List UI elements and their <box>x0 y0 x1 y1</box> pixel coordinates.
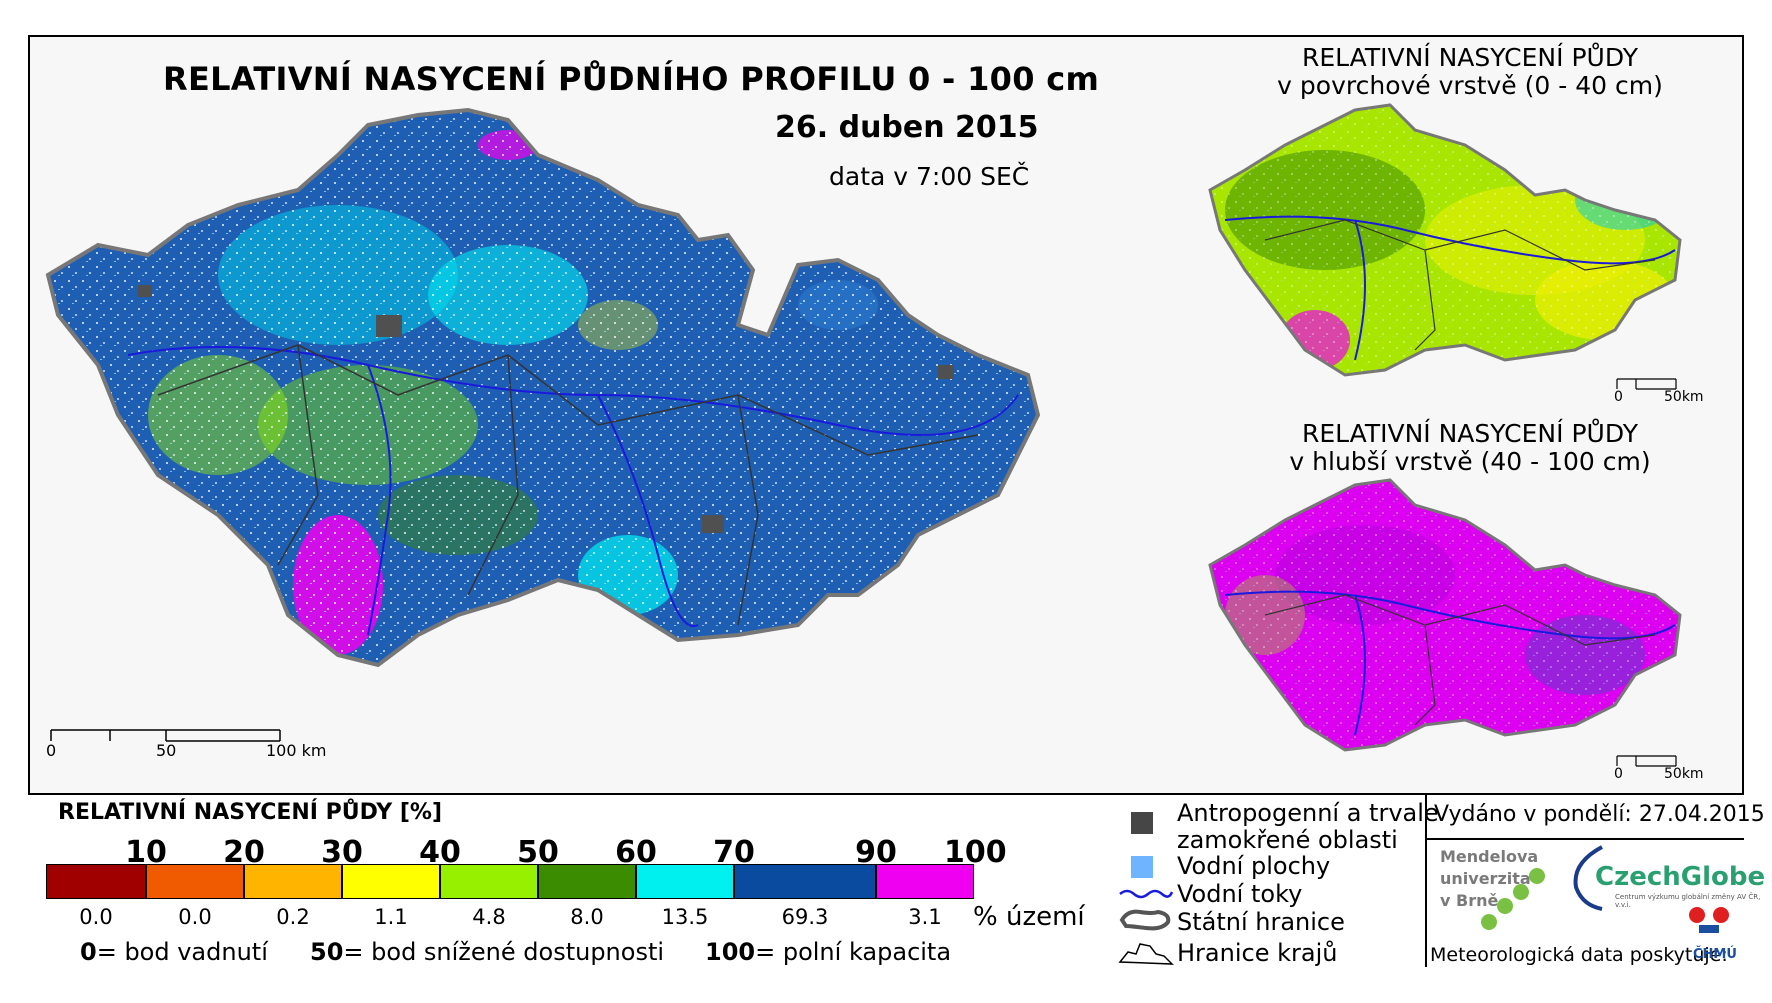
water-body-swatch <box>1131 856 1153 878</box>
water-body-label: Vodní plochy <box>1177 852 1331 880</box>
region-border-label: Hranice krajů <box>1177 939 1338 967</box>
issued-divider <box>1425 838 1744 840</box>
scale-label-100: 100 km <box>266 741 327 760</box>
percent-unit: % území <box>973 902 1085 932</box>
main-map <box>45 107 1041 668</box>
inset-top-title-line1: RELATIVNÍ NASYCENÍ PŮDY <box>1302 43 1638 72</box>
inset-bottom-title-line2: v hlubší vrstvě (40 - 100 cm) <box>1289 447 1651 476</box>
inset-bottom-map <box>1208 478 1682 752</box>
inset-top-scale-0: 0 <box>1614 389 1623 405</box>
chmu-logo-icon <box>1689 907 1729 933</box>
legend-class-swatch <box>440 864 538 899</box>
legend-class-swatch <box>244 864 342 899</box>
inset-bottom-scale-50: 50km <box>1664 766 1704 782</box>
czechglobe-arc-icon <box>1573 845 1603 911</box>
mendel-dots-icon <box>1481 868 1545 930</box>
inset-top-map <box>1208 103 1682 377</box>
inset-bottom-scale-bar <box>1616 755 1677 767</box>
definition-capacity: 100= polní kapacita <box>705 938 952 966</box>
legend-title: RELATIVNÍ NASYCENÍ PŮDY [%] <box>58 800 443 825</box>
main-title: RELATIVNÍ NASYCENÍ PŮDNÍHO PROFILU 0 - 1… <box>163 60 1100 98</box>
scale-label-50: 50 <box>156 741 177 760</box>
definition-reduced: 50= bod snížené dostupnosti <box>310 938 665 966</box>
legend-class-percent: 1.1 <box>374 905 408 929</box>
anthropogenic-label: Antropogenní a trvale zamokřené oblasti <box>1177 799 1439 854</box>
inset-top-title: RELATIVNÍ NASYCENÍ PŮDY v povrchové vrst… <box>1255 44 1685 100</box>
inset-bottom-title-line1: RELATIVNÍ NASYCENÍ PŮDY <box>1302 419 1638 448</box>
legend-class-percent: 0.0 <box>79 905 113 929</box>
legend-class-swatch <box>876 864 974 899</box>
inset-top-scale-bar <box>1616 378 1677 390</box>
definition-wilting: 0= bod vadnutí <box>80 938 268 966</box>
legend-class-percent: 69.3 <box>781 905 829 929</box>
scale-label-0: 0 <box>46 741 57 760</box>
legend-class-swatch <box>146 864 244 899</box>
czechglobe-logo: CzechGlobe <box>1595 862 1766 892</box>
river-line-icon <box>1119 889 1174 899</box>
main-scale-bar <box>50 729 281 742</box>
state-border-icon <box>1119 909 1171 931</box>
legend-class-swatch <box>538 864 636 899</box>
czechglobe-subtitle: Centrum výzkumu globální změny AV ČR, v.… <box>1615 893 1761 909</box>
inset-bottom-scale-0: 0 <box>1614 766 1623 782</box>
legend-class-percent: 0.2 <box>276 905 310 929</box>
chmu-label: ČHMÚ <box>1693 947 1737 962</box>
legend-class-percent: 3.1 <box>908 905 942 929</box>
region-border-icon <box>1118 943 1174 965</box>
legend-divider <box>1425 793 1427 967</box>
issued-date: Vydáno v pondělí: 27.04.2015 <box>1434 802 1765 827</box>
legend-class-percent: 8.0 <box>570 905 604 929</box>
inset-bottom-title: RELATIVNÍ NASYCENÍ PŮDY v hlubší vrstvě … <box>1255 420 1685 476</box>
anthropogenic-swatch <box>1131 812 1153 834</box>
data-time: data v 7:00 SEČ <box>829 162 1030 191</box>
inset-top-title-line2: v povrchové vrstvě (0 - 40 cm) <box>1277 71 1663 100</box>
legend-class-swatch <box>46 864 146 899</box>
state-border-label: Státní hranice <box>1177 908 1345 936</box>
legend-class-swatch <box>734 864 876 899</box>
mendel-university-logo: Mendelova univerzita v Brně <box>1440 847 1539 910</box>
legend-class-percent: 13.5 <box>661 905 709 929</box>
legend-class-percent: 0.0 <box>178 905 212 929</box>
map-date: 26. duben 2015 <box>775 110 1039 145</box>
legend-class-swatch <box>342 864 440 899</box>
inset-top-scale-50: 50km <box>1664 389 1704 405</box>
river-label: Vodní toky <box>1177 880 1303 908</box>
legend-class-swatch <box>636 864 734 899</box>
legend-class-percent: 4.8 <box>472 905 506 929</box>
meteo-credit: Meteorologická data poskytuje: <box>1430 944 1728 966</box>
